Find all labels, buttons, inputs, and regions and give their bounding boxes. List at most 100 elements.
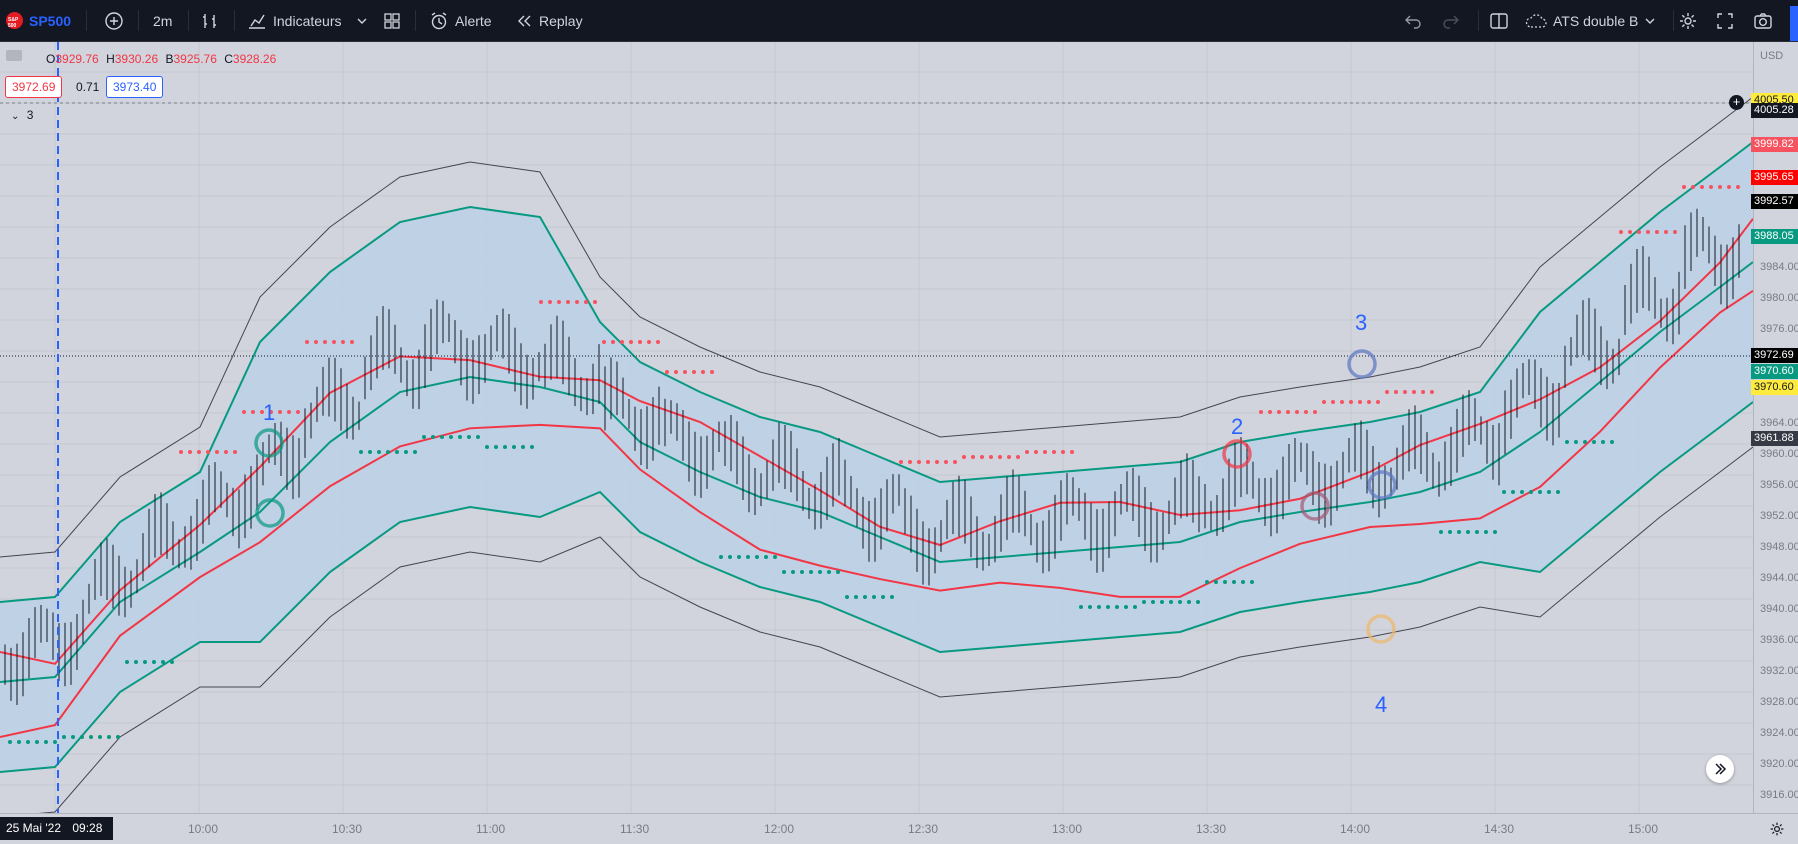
chart-type-icon[interactable] (200, 0, 220, 41)
sar-dot (449, 435, 453, 439)
signal-marker (254, 428, 284, 458)
settings-gear-icon[interactable] (1678, 0, 1698, 41)
sar-dot (818, 570, 822, 574)
sar-dot (782, 570, 786, 574)
sar-dot (827, 570, 831, 574)
sar-dot (1385, 390, 1389, 394)
sar-dot (1475, 530, 1479, 534)
sar-dot (26, 740, 30, 744)
sar-dot (1187, 600, 1191, 604)
compare-add-icon[interactable] (104, 0, 124, 41)
sar-dot (1232, 580, 1236, 584)
fullscreen-icon[interactable] (1716, 0, 1734, 41)
sar-dot (296, 410, 300, 414)
sar-dot (773, 555, 777, 559)
time-label: 13:00 (1052, 822, 1083, 836)
time-label: 11:30 (620, 822, 650, 836)
price-tag: 3995.65 (1751, 169, 1798, 185)
axis-settings-gear-icon[interactable] (1769, 821, 1785, 837)
price-tag: 3961.88 (1751, 431, 1798, 447)
sar-dot (566, 300, 570, 304)
indicators-button[interactable]: Indicateurs (247, 0, 341, 41)
layout-selector[interactable]: ATS double B (1525, 0, 1656, 41)
price-chart[interactable] (0, 42, 1753, 813)
sar-dot (638, 340, 642, 344)
sar-dot (971, 455, 975, 459)
sar-dot (701, 370, 705, 374)
sar-dot (53, 740, 57, 744)
price-tick: 3916.00 (1760, 789, 1798, 801)
legend-toggle-icon[interactable] (6, 50, 22, 64)
sar-dot (242, 410, 246, 414)
sar-dot (98, 735, 102, 739)
annotation-3: 3 (1355, 310, 1368, 335)
sar-dot (1664, 230, 1668, 234)
replay-label: Replay (539, 12, 583, 29)
alert-button[interactable]: Alerte (429, 0, 492, 41)
sar-dot (1304, 410, 1308, 414)
sar-dot (953, 460, 957, 464)
undo-icon[interactable] (1404, 0, 1422, 41)
sar-dot (161, 660, 165, 664)
sar-dot (1520, 490, 1524, 494)
add-plus-icon[interactable]: + (1729, 95, 1744, 110)
signal-marker (1347, 349, 1377, 379)
sar-dot (1124, 605, 1128, 609)
replay-button[interactable]: Replay (515, 0, 583, 41)
sar-dot (458, 435, 462, 439)
price-scale[interactable]: USD 3984.00 3980.00 3976.00 3964.00 3960… (1753, 42, 1798, 813)
sar-dot (1286, 410, 1290, 414)
chart-pane[interactable]: O3929.76 H3930.26 B3925.76 C3928.26 3972… (0, 42, 1753, 813)
templates-grid-icon[interactable] (383, 0, 401, 41)
sar-dot (1142, 600, 1146, 604)
sar-dot (791, 570, 795, 574)
sar-dot (359, 450, 363, 454)
symbol-search[interactable]: S&P 500 SP500 (6, 0, 71, 41)
chevron-down-icon[interactable] (356, 0, 368, 41)
price-tick: 3984.00 (1760, 261, 1798, 273)
sar-dot (431, 435, 435, 439)
sar-dot (530, 445, 534, 449)
sar-dot (413, 450, 417, 454)
sar-dot (908, 460, 912, 464)
interval-button[interactable]: 2m (153, 0, 172, 41)
camera-snapshot-icon[interactable] (1753, 0, 1773, 41)
sar-dot (1169, 600, 1173, 604)
time-label: 10:30 (332, 822, 363, 836)
redo-icon[interactable] (1442, 0, 1460, 41)
sar-dot (1448, 530, 1452, 534)
sar-dot (854, 595, 858, 599)
sar-dot (980, 455, 984, 459)
sar-dot (989, 455, 993, 459)
layout-split-icon[interactable] (1489, 0, 1509, 41)
sar-dot (251, 410, 255, 414)
sar-dot (305, 340, 309, 344)
sar-dot (1619, 230, 1623, 234)
alert-label: Alerte (455, 12, 492, 29)
sell-price-button[interactable]: 3972.69 (5, 76, 63, 98)
indicators-collapse[interactable]: ⌄ 3 (11, 108, 33, 122)
sar-dot (962, 455, 966, 459)
price-tick: 3944.00 (1760, 572, 1798, 584)
time-axis[interactable]: 25 Mai '22 09:28 10:00 10:30 11:00 11:30… (0, 813, 1798, 844)
time-label: 14:30 (1484, 822, 1515, 836)
signal-line-lower (0, 289, 1753, 738)
sar-dot (107, 735, 111, 739)
ohlc-legend: O3929.76 H3930.26 B3925.76 C3928.26 (46, 52, 277, 66)
scroll-to-realtime-button[interactable] (1706, 755, 1734, 783)
sar-dot (1349, 400, 1353, 404)
sar-dot (539, 300, 543, 304)
sar-dot (1538, 490, 1542, 494)
sar-dot (1007, 455, 1011, 459)
sar-dot (1115, 605, 1119, 609)
basis-line (0, 261, 1753, 683)
indicator-count: 3 (26, 108, 34, 122)
sar-dot (1457, 530, 1461, 534)
annotation-2: 2 (1231, 414, 1244, 439)
sar-dot (593, 300, 597, 304)
buy-price-button[interactable]: 3973.40 (106, 76, 164, 98)
sar-dot (1673, 230, 1677, 234)
price-tick: 3976.00 (1760, 323, 1798, 335)
sar-dot (1088, 605, 1092, 609)
sar-dot (1025, 450, 1029, 454)
